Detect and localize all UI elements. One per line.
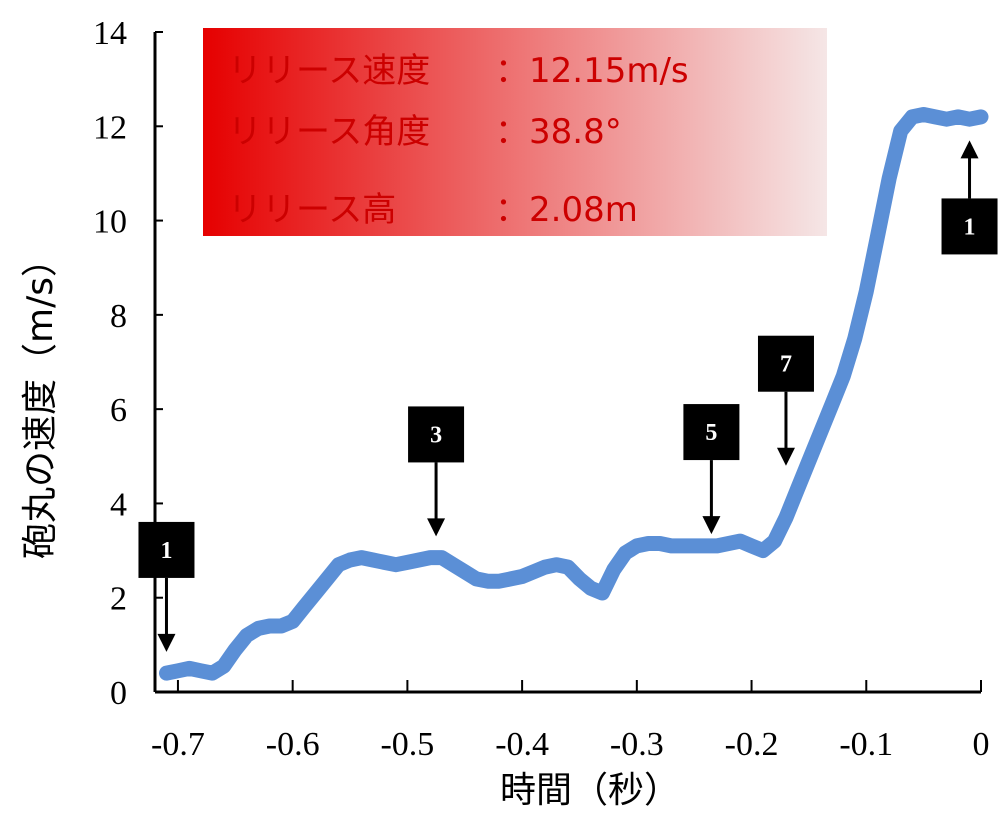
y-tick-label: 12 — [93, 109, 127, 146]
x-axis-ticks: -0.7 -0.6 -0.5 -0.4 -0.3 -0.2 -0.1 0 — [151, 680, 990, 763]
velocity-series-line — [159, 107, 989, 681]
x-tick-label: -0.7 — [151, 726, 205, 763]
info-box — [203, 28, 827, 236]
marker-label: 1 — [160, 538, 172, 564]
x-tick-label: 0 — [973, 726, 990, 763]
x-tick-label: -0.6 — [266, 726, 320, 763]
info-box-content: リリース速度 ：12.15m/s リリース角度 ：38.8° リリース高 ：2.… — [228, 51, 689, 230]
y-tick-label: 4 — [110, 486, 127, 523]
marker-label: 1 — [964, 214, 976, 240]
release-speed-value: ：12.15m/s — [495, 51, 689, 91]
marker-box — [757, 335, 814, 392]
x-tick-label: -0.2 — [725, 726, 779, 763]
x-tick-label: -0.5 — [380, 726, 434, 763]
marker-box — [941, 198, 998, 255]
y-tick-label: 10 — [93, 204, 127, 241]
marker-label: 7 — [780, 352, 792, 378]
marker-label: 5 — [705, 420, 717, 446]
marker-7: 7 — [757, 335, 814, 466]
release-speed-label: リリース速度 — [228, 51, 430, 91]
marker-box — [408, 406, 465, 463]
marker-1: 1 — [138, 521, 195, 652]
y-tick-label: 0 — [110, 675, 127, 712]
release-angle-label: リリース角度 — [228, 112, 430, 152]
marker-box — [138, 521, 195, 578]
marker-label: 3 — [430, 422, 442, 448]
marker-arrow-head — [776, 447, 795, 466]
marker-arrow-head — [960, 140, 979, 159]
y-tick-label: 6 — [110, 392, 127, 429]
release-height-value: ：2.08m — [495, 190, 638, 230]
release-angle-value: ：38.8° — [495, 112, 622, 152]
y-tick-label: 14 — [93, 15, 127, 52]
marker-5: 5 — [683, 404, 740, 535]
x-axis-title: 時間（秒） — [500, 770, 680, 811]
x-tick-label: -0.3 — [610, 726, 664, 763]
release-height-label: リリース高 — [228, 190, 396, 230]
y-axis-title: 砲丸の速度（m/s） — [20, 241, 61, 559]
marker-arrow-head — [157, 633, 176, 652]
y-axis-ticks: 0 2 4 6 8 10 12 14 — [93, 15, 163, 712]
marker-1: 1 — [941, 140, 998, 255]
marker-arrow-head — [427, 518, 446, 537]
marker-3: 3 — [408, 406, 465, 537]
markers-group: 1 3 5 7 1 — [138, 140, 998, 652]
y-tick-label: 2 — [110, 581, 127, 618]
series-group — [159, 107, 989, 681]
x-tick-label: -0.4 — [495, 726, 549, 763]
y-tick-label: 8 — [110, 298, 127, 335]
marker-box — [683, 404, 740, 461]
marker-arrow-head — [702, 516, 721, 535]
x-tick-label: -0.1 — [839, 726, 893, 763]
